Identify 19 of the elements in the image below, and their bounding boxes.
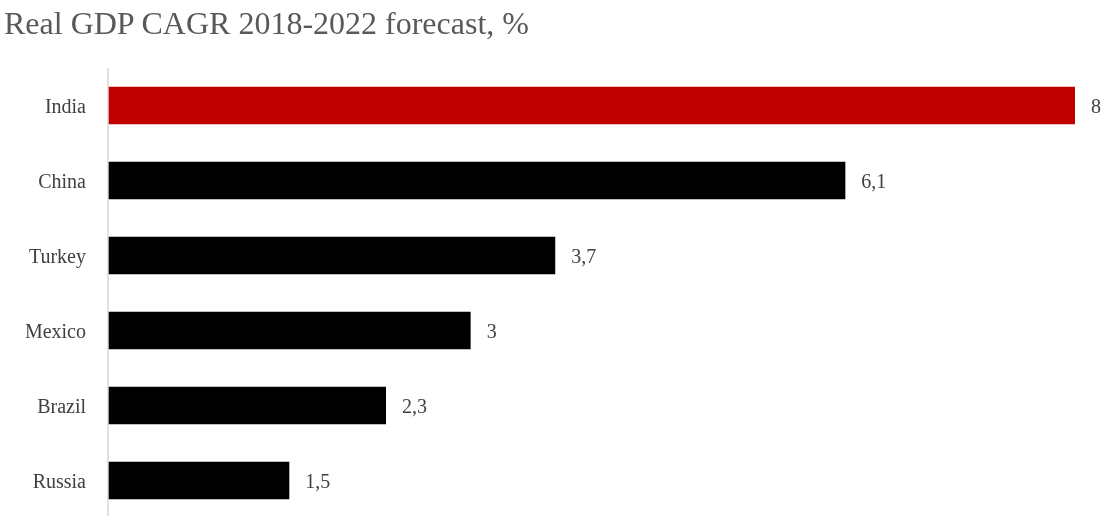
y-tick-label: Brazil <box>37 394 87 417</box>
bar <box>108 86 1075 125</box>
data-label: 2,3 <box>402 394 428 417</box>
bar <box>108 236 556 275</box>
y-tick-label: Mexico <box>24 319 86 342</box>
bar <box>108 386 387 425</box>
data-label: 3 <box>486 319 497 342</box>
y-tick-label: Russia <box>32 469 87 492</box>
data-label: 3,7 <box>571 244 597 267</box>
bar <box>108 461 290 500</box>
data-label: 8 <box>1091 94 1101 117</box>
bar <box>108 311 471 350</box>
y-tick-label: China <box>38 169 87 192</box>
y-tick-label: India <box>44 94 87 117</box>
y-tick-label: Turkey <box>28 244 86 268</box>
data-label: 6,1 <box>861 169 887 192</box>
chart-title: Real GDP CAGR 2018-2022 forecast, % <box>4 5 529 41</box>
data-label: 1,5 <box>305 469 331 492</box>
bar <box>108 161 846 200</box>
